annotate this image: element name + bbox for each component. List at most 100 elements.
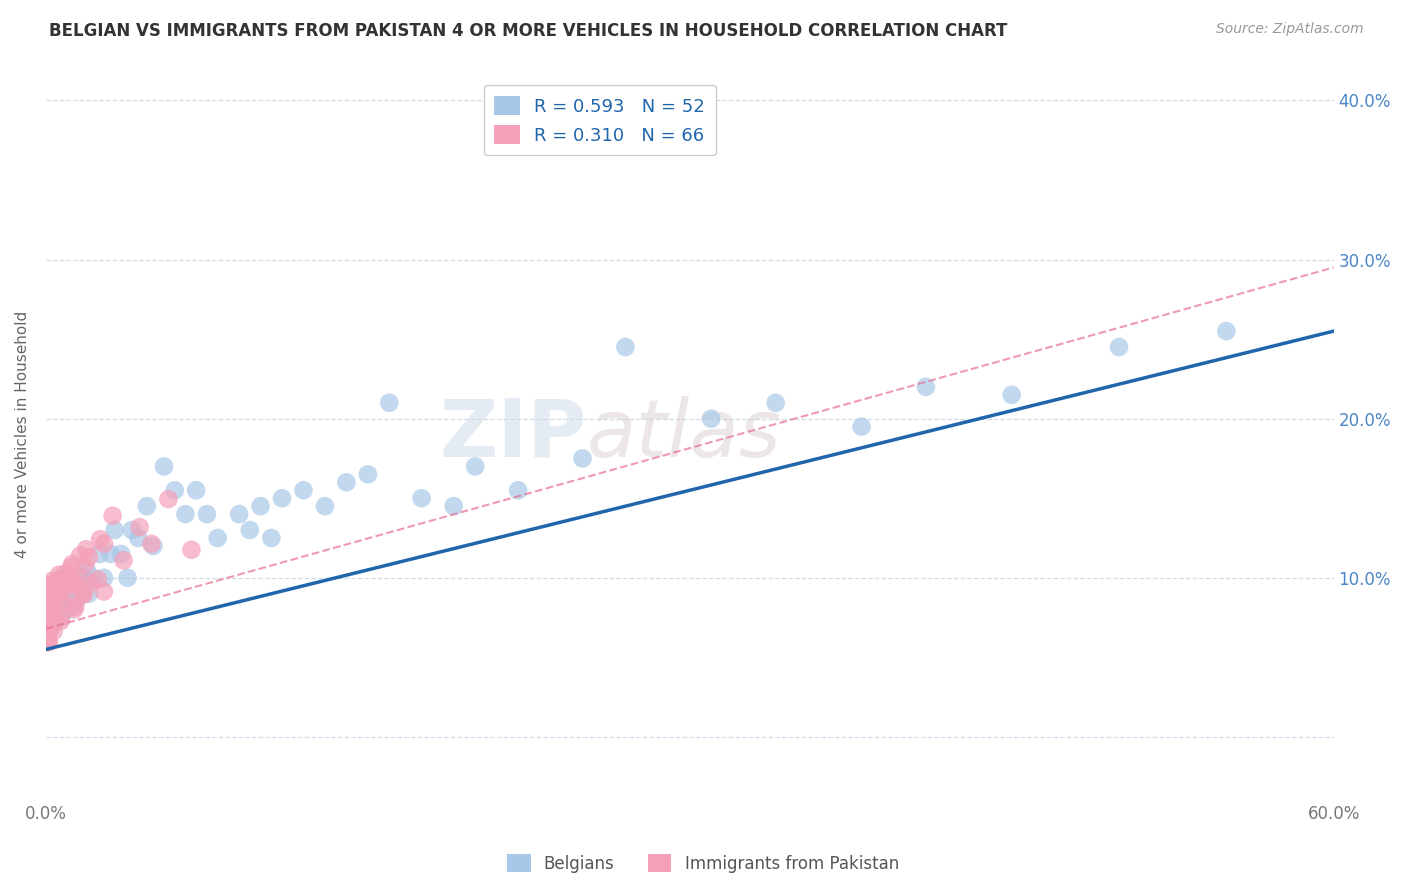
Point — [35, 617, 58, 632]
Y-axis label: 4 or more Vehicles in Household: 4 or more Vehicles in Household — [15, 311, 30, 558]
Legend: Belgians, Immigrants from Pakistan: Belgians, Immigrants from Pakistan — [501, 847, 905, 880]
Point — [98, 547, 121, 561]
Point — [87, 573, 110, 587]
Point — [163, 483, 186, 498]
Point — [37, 635, 59, 649]
Point — [49, 609, 72, 624]
Text: Source: ZipAtlas.com: Source: ZipAtlas.com — [1216, 22, 1364, 37]
Point — [186, 483, 208, 498]
Point — [55, 596, 77, 610]
Point — [35, 589, 58, 603]
Point — [48, 567, 70, 582]
Point — [42, 624, 65, 639]
Point — [411, 491, 433, 506]
Point — [49, 610, 72, 624]
Point — [38, 624, 60, 638]
Point — [239, 523, 262, 537]
Point — [104, 523, 127, 537]
Point — [53, 566, 76, 581]
Point — [571, 451, 593, 466]
Point — [42, 600, 65, 615]
Point — [38, 619, 60, 633]
Point — [72, 582, 94, 596]
Point — [75, 542, 97, 557]
Point — [38, 635, 60, 649]
Point — [73, 558, 96, 572]
Point — [37, 601, 59, 615]
Point — [89, 547, 111, 561]
Point — [614, 340, 637, 354]
Point — [228, 507, 250, 521]
Point — [45, 582, 67, 596]
Point — [72, 588, 94, 602]
Point — [357, 467, 380, 482]
Point — [128, 520, 150, 534]
Point — [38, 616, 60, 631]
Point — [49, 591, 72, 606]
Point — [60, 560, 83, 574]
Point — [89, 532, 111, 546]
Point — [77, 550, 100, 565]
Point — [42, 600, 65, 615]
Point — [44, 602, 66, 616]
Point — [63, 602, 86, 616]
Point — [72, 571, 94, 585]
Point — [1215, 324, 1237, 338]
Point — [52, 595, 75, 609]
Text: ZIP: ZIP — [440, 395, 586, 474]
Point — [765, 396, 787, 410]
Point — [508, 483, 530, 498]
Point — [93, 571, 115, 585]
Point — [260, 531, 283, 545]
Text: BELGIAN VS IMMIGRANTS FROM PAKISTAN 4 OR MORE VEHICLES IN HOUSEHOLD CORRELATION : BELGIAN VS IMMIGRANTS FROM PAKISTAN 4 OR… — [49, 22, 1008, 40]
Point — [37, 599, 59, 614]
Point — [42, 589, 65, 603]
Point — [314, 499, 336, 513]
Point — [37, 633, 59, 648]
Point — [51, 576, 73, 591]
Point — [39, 574, 62, 589]
Point — [1001, 388, 1024, 402]
Point — [60, 579, 83, 593]
Point — [60, 557, 83, 571]
Point — [76, 563, 98, 577]
Point — [37, 595, 59, 609]
Point — [121, 523, 143, 537]
Point — [45, 583, 67, 598]
Point — [41, 618, 63, 632]
Point — [915, 380, 938, 394]
Point — [51, 573, 73, 587]
Point — [127, 531, 149, 545]
Point — [378, 396, 401, 410]
Point — [56, 602, 79, 616]
Point — [110, 547, 132, 561]
Point — [851, 419, 873, 434]
Point — [60, 587, 83, 601]
Point — [153, 459, 176, 474]
Point — [195, 507, 218, 521]
Point — [35, 616, 58, 631]
Point — [142, 539, 165, 553]
Point — [49, 614, 72, 628]
Point — [37, 624, 59, 639]
Point — [443, 499, 465, 513]
Point — [1108, 340, 1130, 354]
Point — [101, 508, 124, 523]
Point — [38, 590, 60, 604]
Point — [67, 579, 90, 593]
Point — [700, 411, 723, 425]
Point — [37, 615, 59, 630]
Point — [39, 598, 62, 612]
Point — [48, 572, 70, 586]
Point — [77, 587, 100, 601]
Point — [180, 542, 202, 557]
Point — [35, 625, 58, 640]
Point — [292, 483, 315, 498]
Point — [65, 595, 87, 609]
Point — [464, 459, 486, 474]
Point — [141, 537, 163, 551]
Point — [44, 578, 66, 592]
Point — [37, 625, 59, 640]
Point — [249, 499, 271, 513]
Point — [63, 599, 86, 614]
